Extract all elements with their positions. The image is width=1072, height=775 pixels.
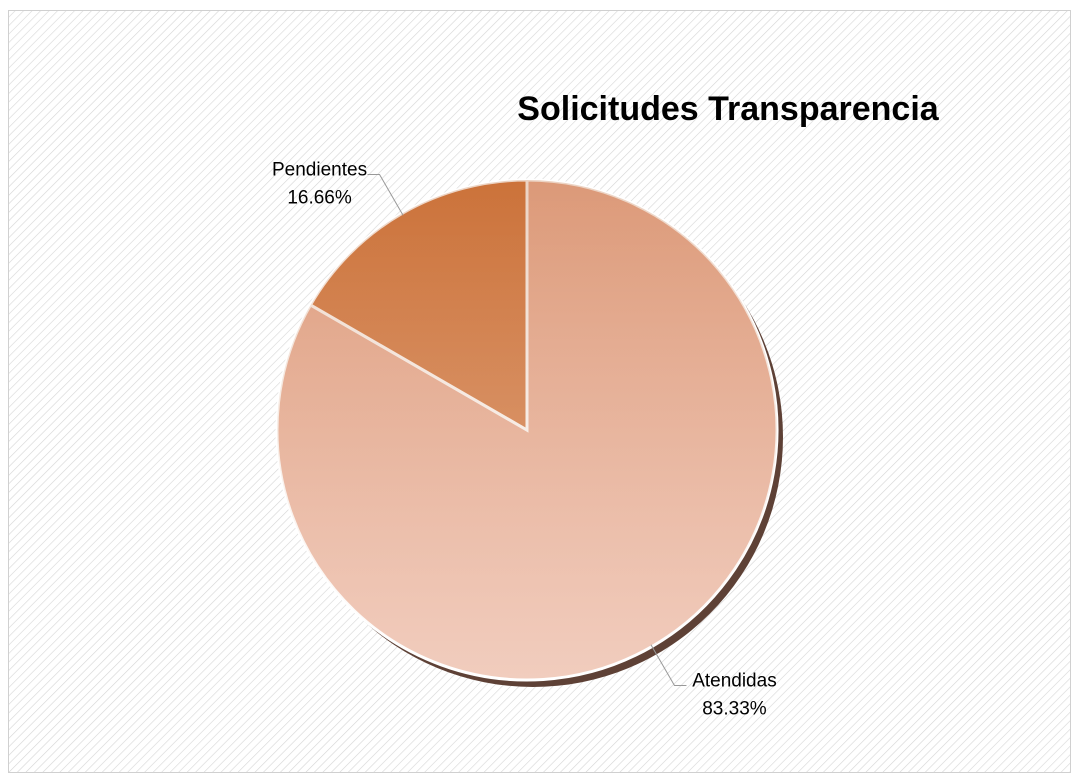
slice-label: Pendientes — [272, 160, 367, 181]
slice-value-label: 83.33% — [702, 699, 767, 720]
slice-label: Atendidas — [692, 671, 777, 692]
leader-line — [650, 644, 687, 687]
pie — [275, 178, 779, 682]
slice-value-label: 16.66% — [287, 188, 352, 209]
labels: Atendidas 83.33% Pendientes 16.66% — [272, 160, 777, 720]
leader-line — [367, 173, 404, 216]
chart-title: Solicitudes Transparencia — [517, 90, 939, 128]
